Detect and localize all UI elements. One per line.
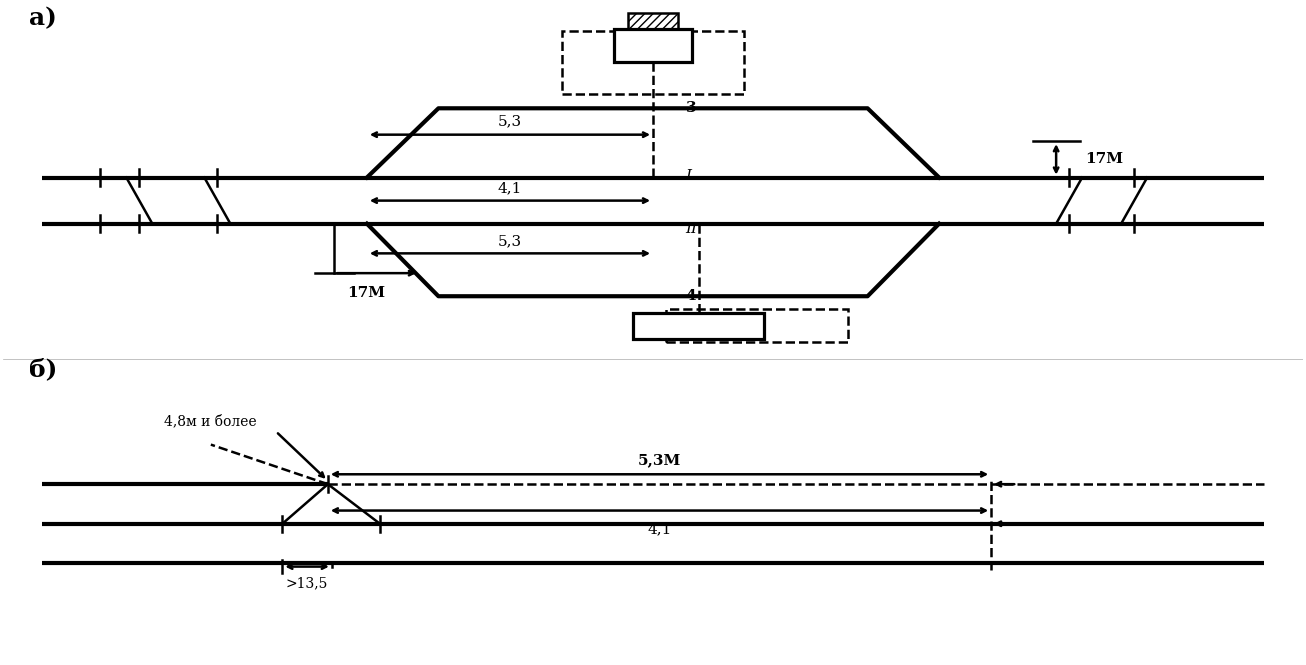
Bar: [628, 13, 678, 29]
Bar: [562, 31, 744, 94]
Text: 4,8м и более: 4,8м и более: [163, 414, 256, 428]
Text: 5,3: 5,3: [498, 234, 522, 248]
Text: 3: 3: [686, 101, 696, 115]
Bar: [614, 29, 692, 62]
Text: 4,1: 4,1: [498, 182, 522, 196]
Text: 5,3М: 5,3М: [637, 454, 682, 467]
Text: б): б): [29, 358, 57, 382]
Text: 4,1: 4,1: [648, 523, 671, 537]
Text: 17М: 17М: [1085, 152, 1123, 166]
Text: 5,3: 5,3: [498, 114, 522, 128]
Bar: [633, 313, 764, 339]
Text: 4: 4: [686, 289, 696, 303]
Text: II: II: [686, 222, 697, 236]
Text: а): а): [29, 6, 56, 30]
Text: I: I: [686, 169, 691, 184]
Bar: [666, 309, 848, 342]
Text: 17М: 17М: [347, 287, 385, 301]
Text: >13,5: >13,5: [286, 577, 328, 591]
